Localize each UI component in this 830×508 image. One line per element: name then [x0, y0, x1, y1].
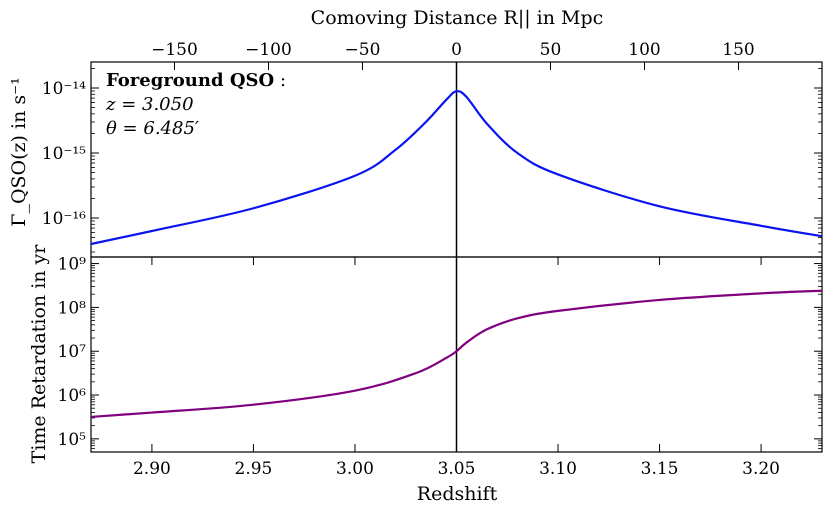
annotation-colon: :: [280, 70, 286, 91]
top-ytick-label: 10⁻¹⁵: [42, 144, 86, 164]
bottom-ytick-label: 10⁵: [58, 430, 87, 450]
bottom-xtick-label: 2.95: [235, 459, 273, 479]
bottom-xtick-label: 2.90: [133, 459, 171, 479]
bottom-ytick-label: 10⁷: [58, 342, 87, 362]
bottom-panel: 10⁵ 10⁶ 10⁷ 10⁸ 10⁹ 2.90 2.95 3.00 3.05 3.10 3.15 3…: [58, 255, 823, 479]
top-axis-tick-label: −50: [345, 40, 381, 60]
bottom-xtick-label: 3.05: [438, 459, 476, 479]
top-axis-tick-label: −150: [151, 40, 198, 60]
top-axis-tick-label: 0: [451, 40, 462, 60]
bottom-xtick-label: 3.00: [336, 459, 374, 479]
bottom-xtick-label: 3.15: [641, 459, 679, 479]
bottom-series-time_retardation: [90, 289, 823, 419]
bottom-ytick-label: 10⁹: [58, 255, 87, 275]
top-axis-tick-label: 150: [722, 40, 754, 60]
annotation-redshift: z = 3.050: [105, 94, 194, 115]
bottom-xtick-label: 3.10: [539, 459, 577, 479]
bottom-ytick-label: 10⁸: [58, 298, 87, 318]
annotation: Foreground QSO : z = 3.050 θ = 6.485′: [105, 70, 286, 139]
top-axis-tick-label: −100: [245, 40, 292, 60]
top-series-Gamma_QSO: [90, 90, 823, 246]
top-axis-tick-label: 100: [628, 40, 660, 60]
top-y-axis-title: Γ_QSO(z) in s⁻¹: [8, 77, 30, 226]
x-axis-title: Redshift: [417, 483, 498, 505]
bottom-xtick-label: 3.20: [742, 459, 780, 479]
top-axis-title: Comoving Distance R|| in Mpc: [311, 7, 604, 29]
bottom-y-axis-title: Time Retardation in yr: [28, 244, 50, 464]
annotation-angle: θ = 6.485′: [106, 118, 199, 139]
bottom-ytick-label: 10⁶: [58, 386, 87, 406]
annotation-title-line: Foreground QSO :: [106, 70, 286, 91]
top-axis-tick-label: 50: [540, 40, 562, 60]
top-ytick-label: 10⁻¹⁶: [42, 209, 86, 229]
annotation-title: Foreground QSO: [106, 70, 274, 91]
top-ytick-label: 10⁻¹⁴: [42, 79, 86, 99]
